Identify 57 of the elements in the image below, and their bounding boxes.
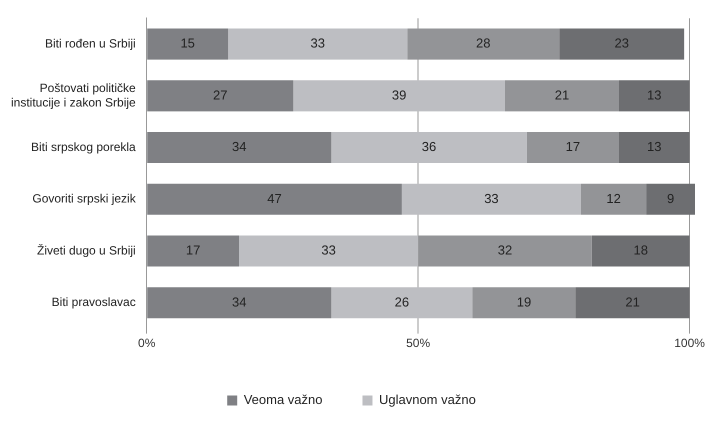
data-label: 9 (666, 190, 674, 206)
bar (147, 287, 332, 318)
y-tick-label: Biti pravoslavac (52, 295, 136, 310)
bar (505, 80, 619, 112)
data-label: 28 (476, 36, 491, 51)
data-label: 33 (484, 190, 499, 206)
bar (239, 235, 418, 267)
y-tick-label: Biti rođen u Srbiji (45, 36, 136, 50)
bar (576, 287, 690, 318)
bar (293, 80, 506, 112)
bar (147, 132, 332, 164)
data-label: 21 (625, 294, 640, 310)
data-label: 26 (394, 294, 410, 310)
data-label: 21 (554, 87, 570, 102)
x-tick-label: 50% (406, 336, 430, 350)
bar (147, 28, 228, 60)
y-tick-label: Poštovati političke institucije i zakon Srbije (10, 80, 136, 110)
legend-label: Uglavnom važno (378, 392, 476, 408)
data-label: 19 (516, 294, 532, 310)
bar (147, 80, 294, 112)
data-label: 33 (321, 242, 336, 258)
bar (147, 184, 402, 215)
bar (646, 184, 695, 215)
data-label: 32 (498, 242, 512, 258)
bar (592, 235, 690, 267)
bar (228, 28, 408, 60)
data-label: 36 (422, 139, 436, 154)
data-label: 15 (180, 36, 195, 51)
data-label: 47 (267, 190, 282, 206)
bar (581, 184, 646, 215)
bar (147, 235, 240, 267)
data-label: 34 (232, 139, 246, 154)
data-label: 18 (633, 242, 648, 258)
data-label: 23 (614, 36, 629, 51)
bar (472, 287, 576, 318)
bar (331, 287, 472, 318)
data-label: 17 (566, 139, 580, 154)
data-label: 27 (213, 87, 228, 102)
bar (402, 184, 581, 215)
x-tick-label: 100% (674, 336, 706, 350)
bar (526, 132, 619, 164)
bar (331, 132, 527, 164)
x-tick-label: 0% (138, 336, 156, 350)
y-tick-label: Biti srpskog porekla (31, 140, 136, 154)
y-tick-label: Govoriti srpski jezik (32, 192, 137, 206)
y-tick-label: Živeti dugo u Srbiji (37, 243, 136, 258)
data-label: 34 (232, 294, 246, 310)
data-label: 33 (310, 36, 325, 51)
data-label: 13 (647, 139, 662, 154)
bar (619, 132, 690, 164)
data-label: 12 (606, 190, 621, 206)
data-label: 39 (392, 87, 406, 102)
legend-label: Veoma važno (244, 392, 322, 408)
data-label: 13 (647, 87, 662, 102)
bar (559, 28, 684, 60)
bar (619, 80, 690, 112)
data-label: 17 (186, 242, 200, 258)
